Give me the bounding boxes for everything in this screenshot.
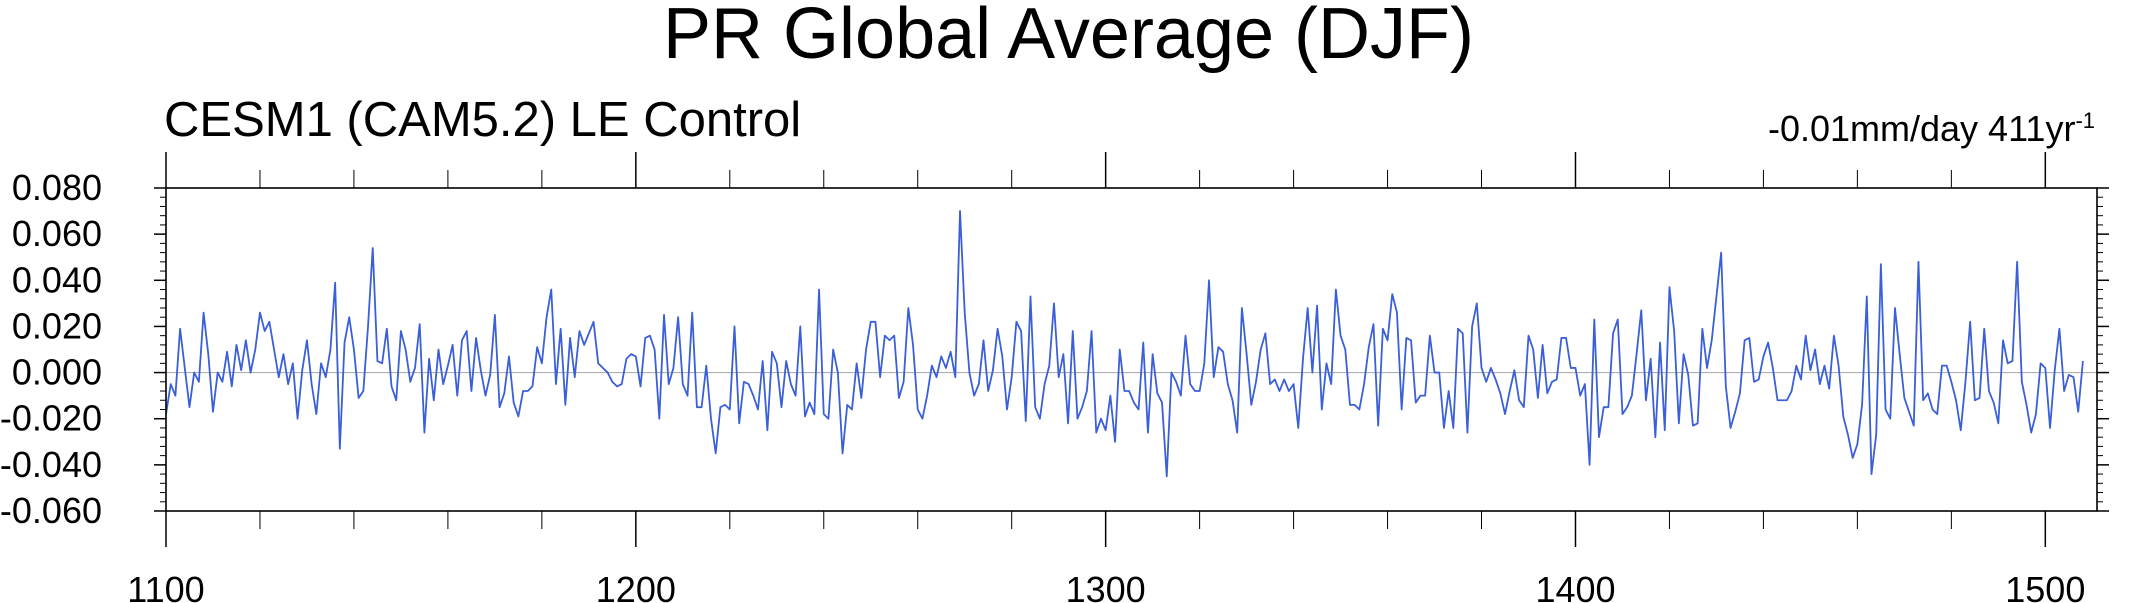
chart-title: PR Global Average (DJF): [663, 0, 1474, 74]
plot-frame: [165, 187, 2098, 512]
y-tick-label: 0.080: [12, 167, 102, 208]
y-tick-label: 0.060: [12, 213, 102, 254]
series-line: [165, 210, 2084, 478]
y-tick-label: -0.060: [0, 490, 102, 531]
y-tick-label: 0.040: [12, 259, 102, 300]
x-tick-label: 1300: [1066, 569, 1146, 603]
x-tick-label: 1400: [1535, 569, 1615, 603]
trend-exponent: -1: [2075, 108, 2095, 133]
y-tick-label: 0.000: [12, 352, 102, 393]
trend-text: -0.01mm/day 411yr: [1767, 108, 2076, 149]
x-tick-label: 1500: [2005, 569, 2085, 603]
chart-subtitle-left: CESM1 (CAM5.2) LE Control: [164, 93, 802, 147]
x-tick-label: 1200: [596, 569, 676, 603]
y-tick-label: -0.020: [0, 398, 102, 439]
chart-subtitle-right: -0.01mm/day 411yr-1: [1768, 108, 2095, 150]
y-tick-label: -0.040: [0, 444, 102, 485]
x-tick-label: 1100: [127, 569, 204, 603]
y-tick-label: 0.020: [12, 305, 102, 346]
